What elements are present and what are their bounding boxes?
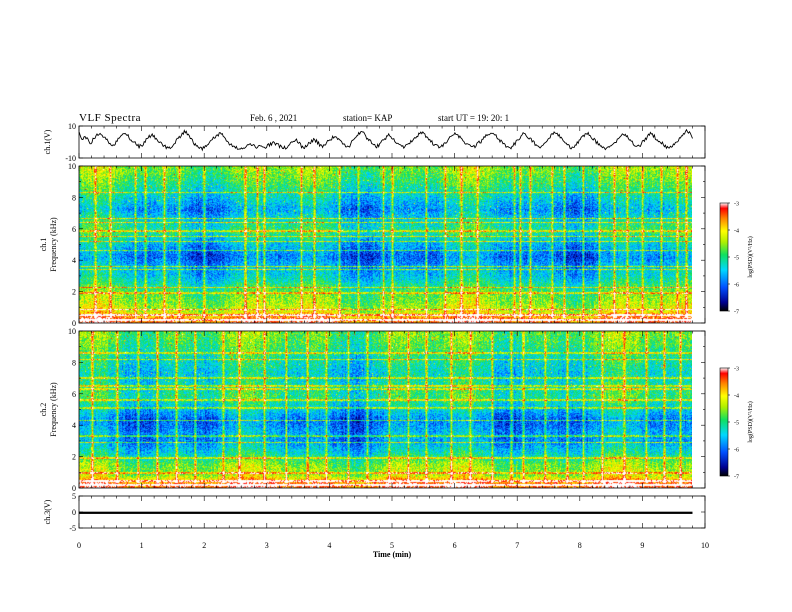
y-tick-label: 2 (72, 453, 76, 462)
x-tick-label: 4 (327, 541, 331, 550)
y-tick-label: 6 (72, 225, 76, 234)
y-tick-label: 8 (72, 358, 76, 367)
colorbar-tick-label: -4 (734, 229, 739, 235)
x-tick-label: 6 (453, 541, 457, 550)
y-tick-label: -10 (65, 154, 76, 163)
y-tick-label: 10 (68, 327, 76, 336)
x-tick-label: 2 (202, 541, 206, 550)
colorbar-tick-label: -5 (734, 256, 739, 262)
y-tick-label: 0 (72, 319, 76, 328)
x-tick-label: 9 (640, 541, 644, 550)
x-tick-label: 3 (265, 541, 269, 550)
ch1-waveform-line (78, 128, 693, 152)
y-axis-label-ch1-spectrogram: Frequency (kHz) (49, 217, 58, 272)
colorbar-tick-label: -4 (734, 394, 739, 400)
y-tick-label: 5 (72, 492, 76, 501)
colorbar-ch2-spectrogram (719, 367, 729, 477)
y-tick-label: 0 (72, 484, 76, 493)
y-axis-label-ch2-spectrogram: ch.2 (39, 403, 48, 417)
y-tick-label: -5 (69, 524, 76, 533)
colorbar-tick-label: -6 (734, 283, 739, 289)
figure-title: VLF Spectra (79, 112, 142, 124)
spectrogram-image-ch1-spectrogram (79, 166, 692, 323)
y-tick-label: 2 (72, 288, 76, 297)
y-axis-label-ch1-waveform: ch.1(V) (43, 129, 52, 154)
x-tick-label: 1 (140, 541, 144, 550)
y-axis-label-ch3-waveform: ch.3(V) (43, 499, 52, 524)
colorbar-tick-label: -7 (734, 475, 739, 481)
y-axis-label-ch1-spectrogram: ch.1 (39, 238, 48, 252)
station-label: station= KAP (343, 113, 393, 123)
y-tick-label: 8 (72, 193, 76, 202)
colorbar-tick-label: -6 (734, 448, 739, 454)
y-tick-label: 6 (72, 390, 76, 399)
y-tick-label: 4 (72, 256, 76, 265)
colorbar-tick-label: -5 (734, 421, 739, 427)
y-tick-label: 10 (68, 122, 76, 131)
start-ut-label: start UT = 19: 20: 1 (438, 113, 510, 123)
x-tick-label: 8 (578, 541, 582, 550)
date-label: Feb. 6 , 2021 (250, 113, 298, 123)
y-tick-label: 0 (72, 508, 76, 517)
x-tick-label: 0 (77, 541, 81, 550)
colorbar-tick-label: -7 (734, 310, 739, 316)
colorbar-tick-label: -3 (734, 202, 739, 208)
ch3-waveform-band (79, 511, 693, 514)
x-tick-label: 10 (701, 541, 709, 550)
colorbar-label-ch2-spectrogram: log(PSD)(V²/Hz) (747, 401, 754, 442)
colorbar-tick-label: -3 (734, 367, 739, 373)
colorbar-label-ch1-spectrogram: log(PSD)(V²/Hz) (747, 236, 754, 277)
y-axis-label-ch2-spectrogram: Frequency (kHz) (49, 382, 58, 437)
x-tick-label: 5 (390, 541, 394, 550)
x-axis-label: Time (min) (373, 550, 412, 559)
y-tick-label: 10 (68, 162, 76, 171)
x-tick-label: 7 (515, 541, 519, 550)
colorbar-ch1-spectrogram (719, 202, 729, 312)
y-tick-label: 4 (72, 421, 76, 430)
spectrogram-image-ch2-spectrogram (79, 331, 692, 488)
